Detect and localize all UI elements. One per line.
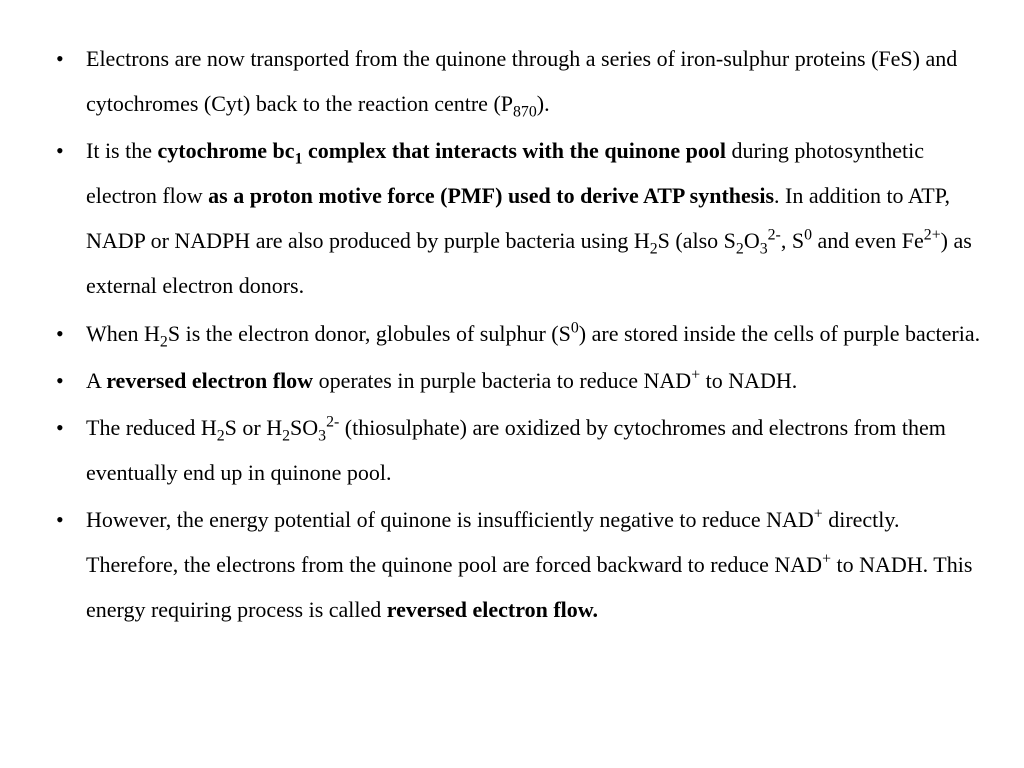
- text-run: +: [822, 551, 831, 568]
- text-run: A: [86, 368, 106, 393]
- text-run: ) are stored inside the cells of purple …: [579, 321, 980, 346]
- bullet-item: When H2S is the electron donor, globules…: [42, 311, 982, 356]
- text-run: 0: [804, 227, 812, 244]
- text-run: 3: [760, 241, 768, 258]
- bullet-list: Electrons are now transported from the q…: [42, 36, 982, 632]
- text-run: ).: [537, 91, 550, 116]
- text-run: , S: [781, 228, 804, 253]
- text-run: 0: [571, 319, 579, 336]
- text-run: +: [814, 506, 823, 523]
- text-run: SO: [290, 415, 318, 440]
- text-run: 2: [650, 241, 658, 258]
- text-run: as a proton motive force (PMF) used to d…: [208, 183, 774, 208]
- text-run: 2+: [924, 227, 941, 244]
- text-run: and even Fe: [812, 228, 924, 253]
- text-run: S (also S: [658, 228, 736, 253]
- text-run: reversed electron flow: [106, 368, 313, 393]
- text-run: It is the: [86, 138, 158, 163]
- text-run: When H: [86, 321, 160, 346]
- text-run: 3: [318, 427, 326, 444]
- text-run: 2: [217, 427, 225, 444]
- text-run: complex that interacts with the quinone …: [302, 138, 726, 163]
- bullet-item: A reversed electron flow operates in pur…: [42, 358, 982, 403]
- text-run: cytochrome bc: [158, 138, 295, 163]
- text-run: S or H: [225, 415, 282, 440]
- page-content: Electrons are now transported from the q…: [0, 0, 1024, 670]
- text-run: 2-: [768, 227, 781, 244]
- text-run: 2-: [326, 413, 339, 430]
- text-run: 2: [282, 427, 290, 444]
- bullet-item: Electrons are now transported from the q…: [42, 36, 982, 126]
- text-run: O: [744, 228, 760, 253]
- text-run: operates in purple bacteria to reduce NA…: [313, 368, 691, 393]
- text-run: reversed electron flow.: [387, 597, 598, 622]
- text-run: The reduced H: [86, 415, 217, 440]
- bullet-item: However, the energy potential of quinone…: [42, 497, 982, 632]
- text-run: However, the energy potential of quinone…: [86, 507, 814, 532]
- bullet-item: The reduced H2S or H2SO32- (thiosulphate…: [42, 405, 982, 495]
- text-run: +: [691, 366, 700, 383]
- text-run: to NADH.: [700, 368, 797, 393]
- text-run: 2: [736, 241, 744, 258]
- text-run: S is the electron donor, globules of sul…: [168, 321, 571, 346]
- text-run: 2: [160, 333, 168, 350]
- bullet-item: It is the cytochrome bc1 complex that in…: [42, 128, 982, 308]
- text-run: 870: [513, 103, 537, 120]
